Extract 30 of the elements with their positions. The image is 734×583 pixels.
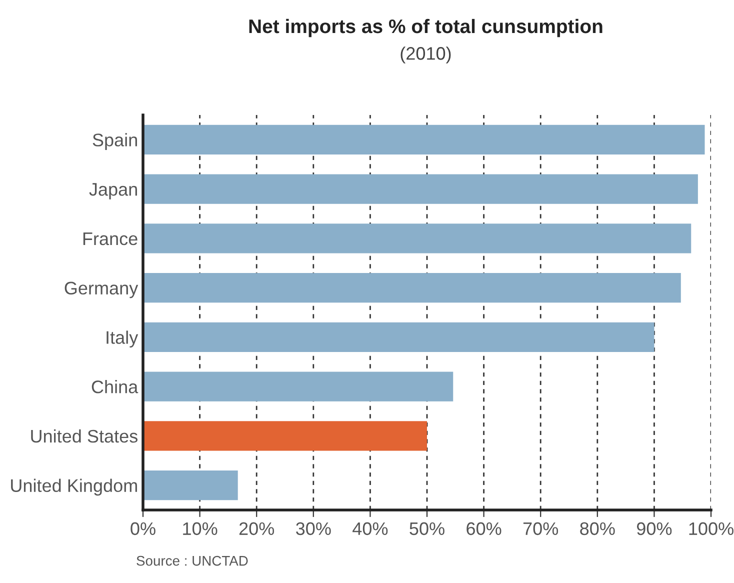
bar xyxy=(143,421,427,451)
x-tick-label: 80% xyxy=(580,522,615,536)
x-tick-label: 40% xyxy=(352,522,388,536)
x-tick-label: 90% xyxy=(636,522,672,536)
chart-title: Net imports as % of total cunsumption xyxy=(249,18,602,38)
x-tick-label: 20% xyxy=(239,522,274,536)
x-tick-label: 30% xyxy=(296,522,331,536)
x-tick-label: 50% xyxy=(410,522,444,536)
x-tick-label: 0% xyxy=(130,522,156,536)
bar xyxy=(143,174,698,204)
y-tick-label: Germany xyxy=(64,282,138,298)
y-tick-label: China xyxy=(92,380,138,394)
y-tick-label: Japan xyxy=(89,183,137,200)
bar xyxy=(143,124,705,154)
bar xyxy=(143,224,692,254)
y-tick-label: Spain xyxy=(92,133,137,150)
y-tick-label: Italy xyxy=(106,330,138,348)
y-tick-label: United States xyxy=(31,429,138,443)
x-tick-label: 70% xyxy=(523,522,558,536)
x-tick-label: 10% xyxy=(183,522,218,536)
bar xyxy=(143,372,454,402)
bar xyxy=(143,322,654,352)
source-note: Source : UNCTAD xyxy=(136,556,248,566)
chart-subtitle: (2010) xyxy=(400,46,451,64)
y-tick-label: France xyxy=(83,232,138,246)
x-tick-label: 100% xyxy=(689,522,734,536)
x-tick-label: 60% xyxy=(466,522,502,536)
bar xyxy=(143,470,238,500)
bar xyxy=(143,273,681,303)
y-tick-label: United Kingdom xyxy=(11,478,137,496)
